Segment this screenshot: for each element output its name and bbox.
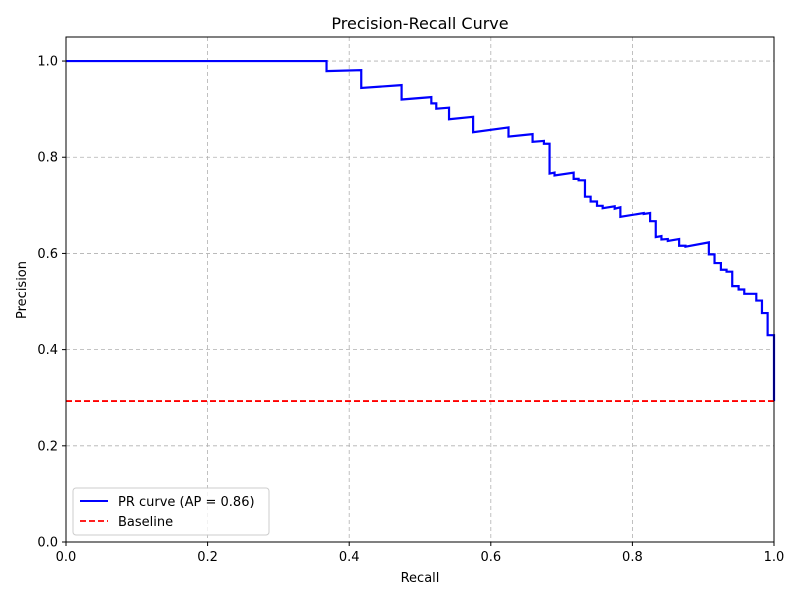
y-tick-label: 0.0 — [37, 536, 58, 551]
series-layer — [66, 59, 776, 402]
ticks-layer: 0.0 0.2 0.4 0.6 0.8 1.0 0.0 0.2 0.4 0.6 0.8 1.0 — [37, 55, 784, 565]
y-tick-label: 0.2 — [37, 439, 58, 454]
legend-box — [72, 487, 270, 536]
legend: PR curve (AP = 0.86) Baseline — [72, 487, 270, 536]
x-tick-label: 0.2 — [197, 550, 218, 565]
x-tick-label: 0.0 — [56, 550, 77, 565]
grid-layer — [65, 37, 775, 543]
x-tick-label: 0.6 — [480, 550, 501, 565]
x-axis-label: Recall — [401, 571, 440, 586]
y-axis-label: Precision — [15, 261, 30, 319]
legend-label-baseline: Baseline — [118, 515, 173, 530]
plot-frame — [65, 36, 775, 543]
y-tick-label: 0.6 — [37, 247, 58, 262]
chart-title: Precision-Recall Curve — [331, 14, 508, 33]
y-tick-label: 0.4 — [37, 343, 58, 358]
x-tick-label: 1.0 — [764, 550, 785, 565]
pr-curve-line — [66, 59, 776, 402]
y-tick-label: 1.0 — [37, 55, 58, 70]
x-tick-label: 0.4 — [339, 550, 360, 565]
legend-label-pr-curve: PR curve (AP = 0.86) — [118, 495, 255, 510]
plot-area — [66, 37, 774, 542]
y-tick-label: 0.8 — [37, 151, 58, 166]
x-tick-label: 0.8 — [622, 550, 643, 565]
